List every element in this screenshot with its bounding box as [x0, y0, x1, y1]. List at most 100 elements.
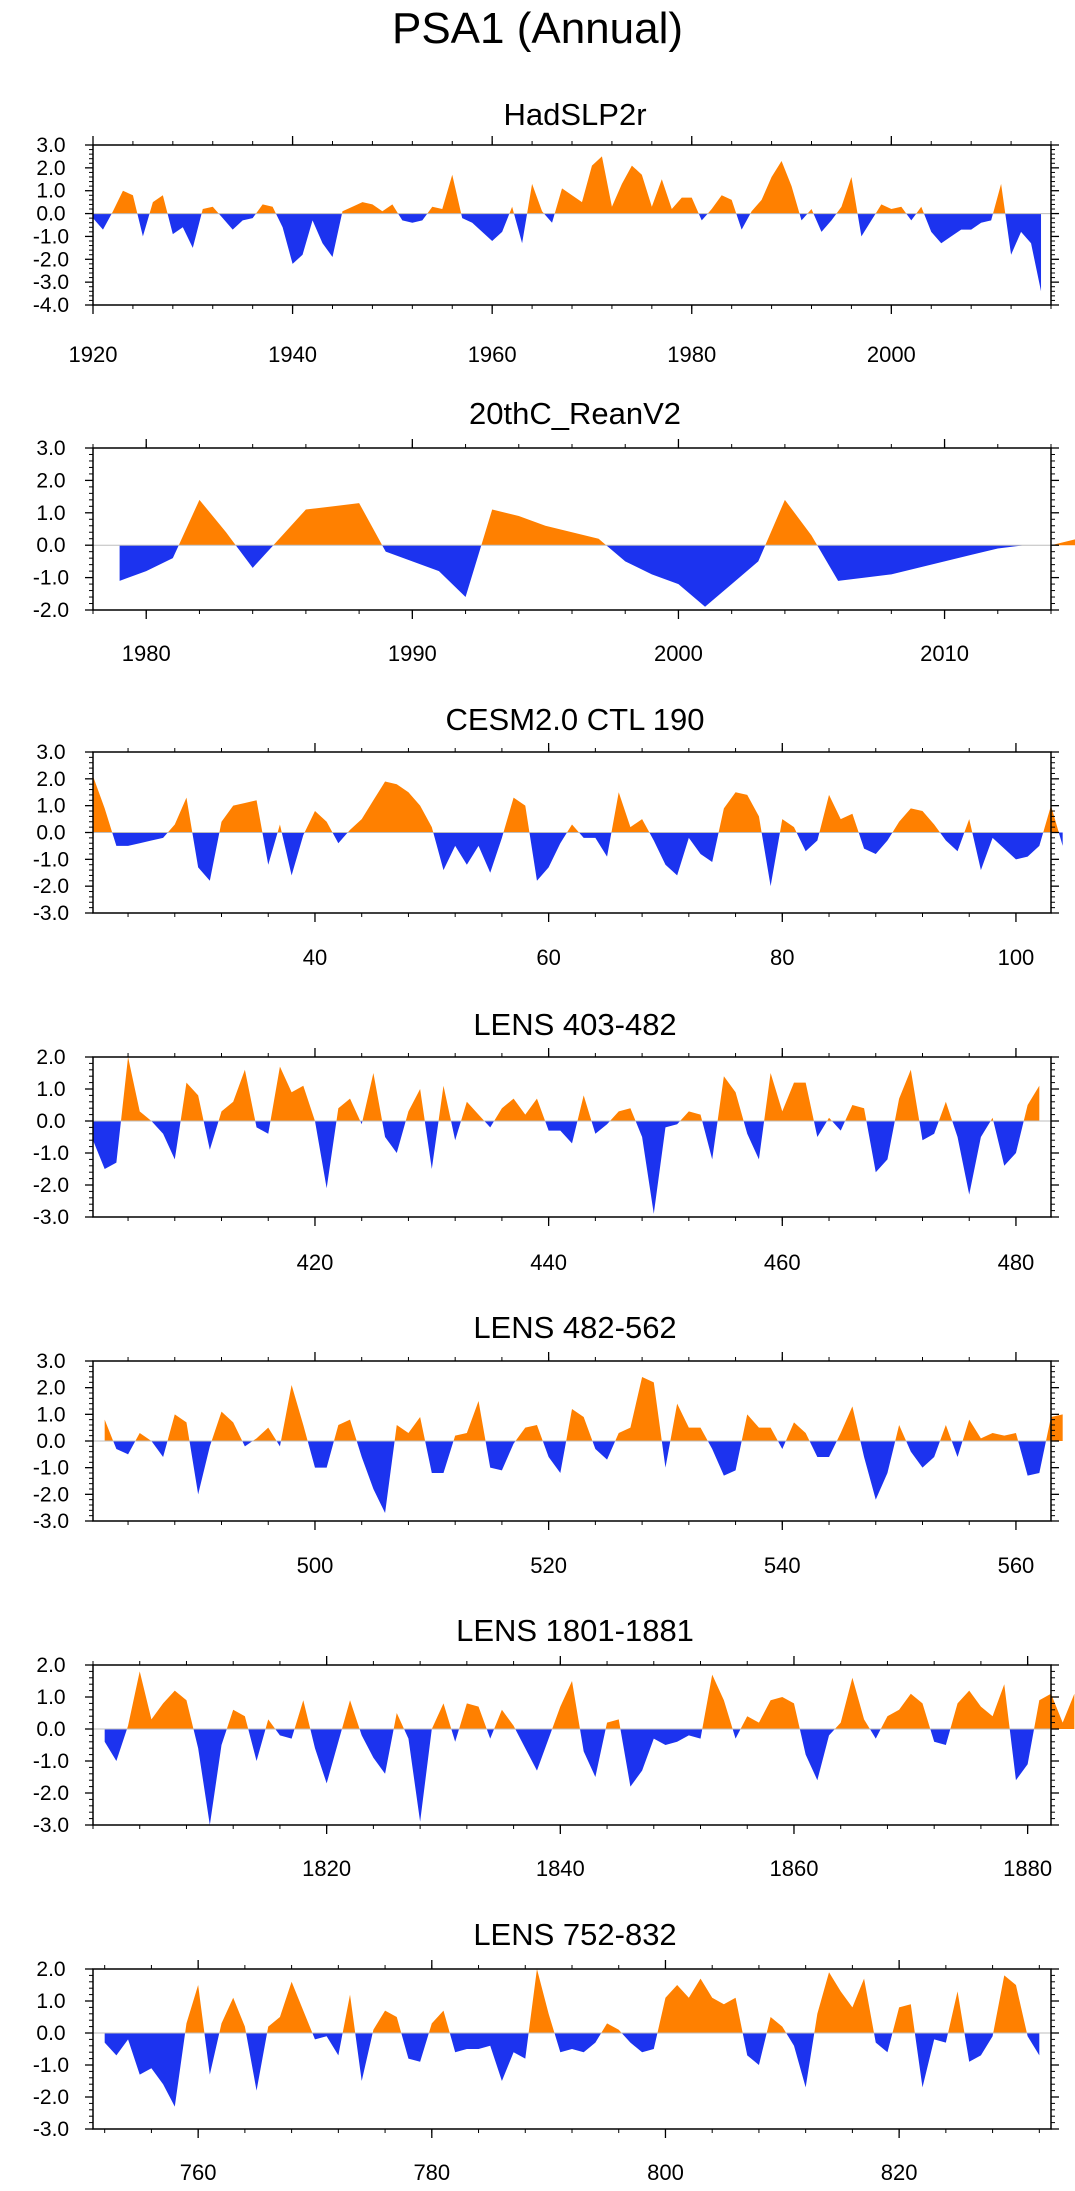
x-tick-label: 760 [180, 2160, 217, 2185]
y-tick-label: 0.0 [36, 822, 65, 845]
panel-title: HadSLP2r [503, 97, 646, 132]
y-tick-label: -1.0 [33, 1457, 69, 1480]
y-tick-label: 0.0 [36, 534, 65, 557]
panel-title: LENS 752-832 [473, 1917, 676, 1952]
y-tick-label: 2.0 [36, 469, 65, 492]
x-tick-label: 100 [998, 945, 1035, 970]
x-tick-label: 2000 [654, 641, 703, 666]
y-tick-label: -3.0 [33, 1814, 69, 1837]
y-tick-label: -1.0 [33, 2054, 69, 2077]
y-tick-label: -2.0 [33, 875, 69, 898]
chart-panel: 3.02.01.00.0-1.0-2.0-3.0-4.0 1920 1940 1960… [33, 97, 1059, 367]
y-tick-label: -2.0 [33, 1483, 69, 1506]
negative-area [93, 213, 1042, 292]
x-tick-label: 520 [530, 1553, 567, 1578]
x-tick-label: 480 [998, 1250, 1035, 1275]
x-tick-label: 560 [998, 1553, 1035, 1578]
y-tick-label: 1.0 [36, 795, 65, 818]
x-tick-label: 1880 [1003, 1856, 1052, 1881]
positive-area [119, 499, 1075, 546]
y-tick-label: -2.0 [33, 1174, 69, 1197]
positive-area [104, 1671, 1075, 1729]
y-tick-label: 2.0 [36, 1046, 65, 1069]
chart-panel: 3.0 2.0 1.0 0.0 -1.0 -2.0 1980 1990 2000 2010 20th… [33, 396, 1075, 666]
plot-frame [92, 447, 1052, 611]
negative-area [104, 1729, 1075, 1825]
x-tick-label: 40 [303, 945, 327, 970]
x-tick-label: 1860 [769, 1856, 818, 1881]
y-tick-label: -2.0 [33, 599, 69, 622]
positive-area [93, 156, 1042, 214]
y-tick-label: -1.0 [33, 1750, 69, 1773]
y-tick-label: 3.0 [36, 437, 65, 460]
y-tick-label: 0.0 [36, 1718, 65, 1741]
x-tick-label: 1980 [122, 641, 171, 666]
positive-area [93, 776, 1063, 833]
x-tick-label: 1980 [667, 342, 716, 367]
y-tick-label: 2.0 [36, 1958, 65, 1981]
y-tick-label: -1.0 [33, 848, 69, 871]
negative-area [93, 1121, 1040, 1214]
x-tick-label: 2010 [920, 641, 969, 666]
x-tick-label: 1940 [268, 342, 317, 367]
negative-area [104, 1441, 1063, 1513]
x-tick-label: 540 [764, 1553, 801, 1578]
y-tick-label: 1.0 [36, 502, 65, 525]
x-tick-label: 2000 [867, 342, 916, 367]
x-tick-label: 500 [297, 1553, 334, 1578]
panel-title: LENS 403-482 [473, 1007, 676, 1042]
y-tick-label: -2.0 [33, 2086, 69, 2109]
y-tick-label: 1.0 [36, 1990, 65, 2013]
negative-area [93, 832, 1063, 887]
negative-area [119, 545, 1075, 607]
x-tick-label: 1960 [468, 342, 517, 367]
chart-panel: 2.0 1.0 0.0 -1.0 -2.0 -3.0 1820 1840 1860 1880 LEN… [33, 1613, 1075, 1881]
y-tick-label: 1.0 [36, 1078, 65, 1101]
panel-title: CESM2.0 CTL 190 [445, 702, 704, 737]
panel-title: LENS 482-562 [473, 1310, 676, 1345]
y-tick-label: -4.0 [33, 294, 69, 317]
positive-area [93, 1057, 1040, 1121]
figure-title: PSA1 (Annual) [391, 4, 684, 53]
panel-title: LENS 1801-1881 [456, 1613, 694, 1648]
y-tick-label: -2.0 [33, 1782, 69, 1805]
y-tick-label: 3.0 [36, 134, 65, 157]
y-tick-label: -3.0 [33, 2118, 69, 2141]
x-tick-label: 1840 [536, 1856, 585, 1881]
positive-area [104, 1377, 1063, 1441]
y-tick-label: 0.0 [36, 203, 65, 226]
y-tick-label: 3.0 [36, 741, 65, 764]
y-tick-label: -1.0 [33, 225, 69, 248]
y-tick-label: -3.0 [33, 1510, 69, 1533]
y-tick-label: -3.0 [33, 1206, 69, 1229]
positive-area [104, 1969, 1040, 2033]
y-tick-label: -3.0 [33, 271, 69, 294]
plot-frame [92, 1664, 1052, 1826]
x-tick-label: 1920 [69, 342, 118, 367]
negative-area [104, 2033, 1040, 2107]
chart-panel: 3.0 2.0 1.0 0.0 -1.0 -2.0 -3.0 500 520 540 560 LENS… [33, 1310, 1063, 1578]
y-tick-label: -1.0 [33, 1142, 69, 1165]
x-tick-label: 440 [530, 1250, 567, 1275]
chart-panel: 3.0 2.0 1.0 0.0 -1.0 -2.0 -3.0 40 60 80 100 CESM2.0… [33, 702, 1063, 970]
y-tick-label: 2.0 [36, 1654, 65, 1677]
x-tick-label: 80 [770, 945, 794, 970]
x-tick-label: 800 [647, 2160, 684, 2185]
y-tick-label: 1.0 [36, 1686, 65, 1709]
y-tick-label: 0.0 [36, 1110, 65, 1133]
y-tick-label: 1.0 [36, 1403, 65, 1426]
y-tick-label: 2.0 [36, 768, 65, 791]
x-tick-label: 460 [764, 1250, 801, 1275]
y-tick-label: -1.0 [33, 567, 69, 590]
chart-panel: 2.0 1.0 0.0 -1.0 -2.0 -3.0 760 780 800 820 LENS 75… [33, 1917, 1059, 2185]
x-tick-label: 420 [297, 1250, 334, 1275]
y-tick-label: -3.0 [33, 902, 69, 925]
chart-panel: 2.0 1.0 0.0 -1.0 -2.0 -3.0 420 440 460 480 LENS 40… [33, 1007, 1059, 1275]
x-tick-label: 820 [881, 2160, 918, 2185]
plot-frame [92, 1056, 1052, 1218]
x-tick-label: 780 [413, 2160, 450, 2185]
y-tick-label: 1.0 [36, 180, 65, 203]
y-tick-label: -2.0 [33, 248, 69, 271]
x-tick-label: 1990 [388, 641, 437, 666]
